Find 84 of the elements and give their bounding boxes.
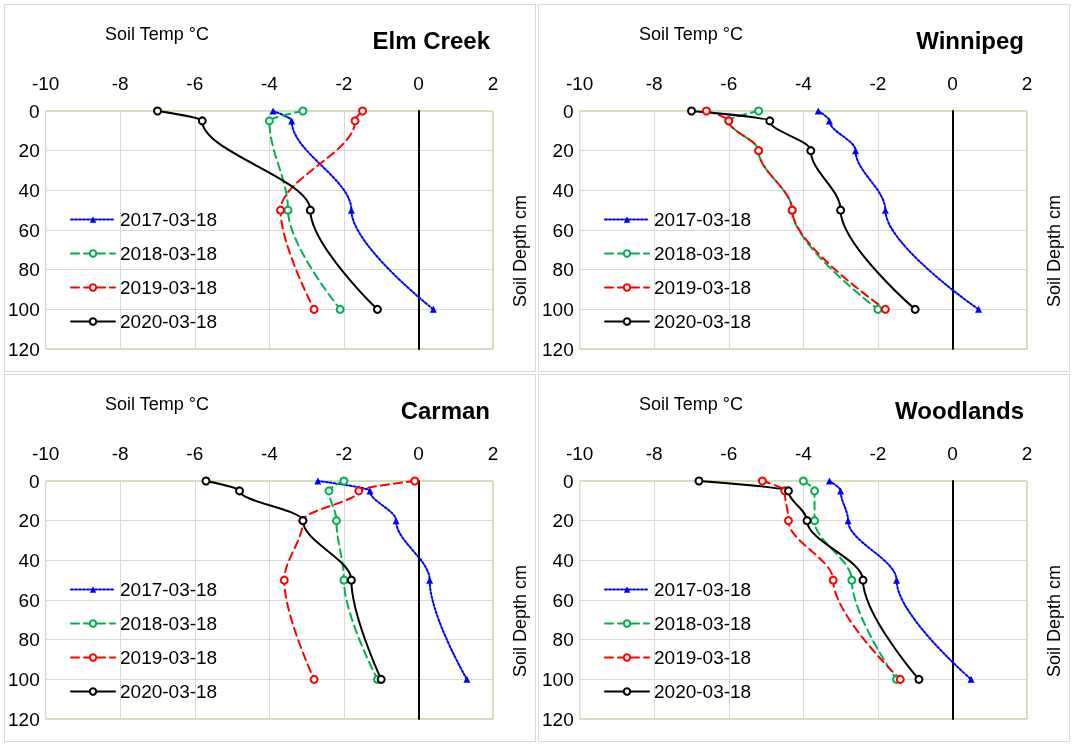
y-tick-label: 40 — [552, 179, 574, 201]
x-axis-title: Soil Temp °C — [639, 394, 743, 414]
x-tick-label: -8 — [111, 73, 129, 94]
legend-label: 2018-03-18 — [120, 613, 218, 634]
y-tick-label: 20 — [552, 510, 574, 532]
legend-label: 2019-03-18 — [654, 647, 752, 668]
y-tick-label: 80 — [18, 259, 40, 281]
y-tick-label: 120 — [8, 708, 40, 730]
y-tick-label: 100 — [8, 668, 40, 690]
y-tick-label: 60 — [18, 589, 40, 611]
x-tick-label: 2 — [1021, 73, 1033, 94]
x-axis-title: Soil Temp °C — [639, 24, 743, 44]
x-tick-label: -8 — [645, 73, 663, 94]
y-axis-title: Soil Depth cm — [1044, 565, 1064, 678]
legend-label: 2018-03-18 — [654, 613, 752, 634]
x-tick-label: -2 — [869, 443, 887, 464]
x-axis-title: Soil Temp °C — [105, 24, 209, 44]
legend-label: 2017-03-18 — [654, 579, 752, 600]
x-tick-label: -2 — [335, 73, 353, 94]
x-tick-label: -10 — [31, 443, 60, 464]
chart-title: Winnipeg — [916, 26, 1024, 54]
y-axis-title: Soil Depth cm — [510, 195, 530, 308]
chart-title: Elm Creek — [372, 26, 491, 54]
y-tick-label: 60 — [18, 219, 40, 241]
y-tick-label: 40 — [18, 179, 40, 201]
x-tick-label: -6 — [186, 73, 204, 94]
y-tick-label: 0 — [29, 100, 40, 122]
x-tick-label: 2 — [487, 73, 499, 94]
y-tick-label: 20 — [18, 140, 40, 162]
x-tick-label: 0 — [413, 73, 424, 94]
y-tick-label: 120 — [542, 338, 574, 360]
legend-label: 2017-03-18 — [120, 209, 218, 230]
legend-label: 2020-03-18 — [120, 681, 218, 702]
x-tick-label: 2 — [1021, 443, 1033, 464]
x-tick-label: -4 — [260, 443, 279, 464]
x-tick-label: 0 — [413, 443, 424, 464]
x-tick-label: -4 — [794, 443, 813, 464]
x-tick-label: -6 — [186, 443, 204, 464]
y-tick-label: 20 — [552, 140, 574, 162]
y-tick-label: 60 — [552, 219, 574, 241]
y-axis-title: Soil Depth cm — [510, 565, 530, 678]
y-tick-label: 0 — [563, 100, 574, 122]
y-tick-label: 80 — [552, 629, 574, 651]
y-tick-label: 120 — [8, 338, 40, 360]
y-tick-label: 0 — [29, 470, 40, 492]
x-tick-label: 2 — [487, 443, 499, 464]
y-tick-label: 40 — [552, 549, 574, 571]
y-tick-label: 100 — [542, 298, 574, 320]
legend-label: 2019-03-18 — [654, 277, 752, 298]
legend-label: 2020-03-18 — [654, 681, 752, 702]
x-tick-label: -8 — [111, 443, 129, 464]
y-tick-label: 0 — [563, 470, 574, 492]
y-tick-label: 100 — [542, 668, 574, 690]
y-axis-title: Soil Depth cm — [1044, 195, 1064, 308]
chart-title: Woodlands — [895, 396, 1025, 424]
x-tick-label: -6 — [720, 443, 738, 464]
x-tick-label: 0 — [947, 73, 958, 94]
legend-label: 2018-03-18 — [120, 243, 218, 264]
x-tick-label: -2 — [335, 443, 353, 464]
x-tick-label: 0 — [947, 443, 958, 464]
y-tick-label: 120 — [542, 708, 574, 730]
x-tick-label: -10 — [31, 73, 60, 94]
x-tick-label: -2 — [869, 73, 887, 94]
x-tick-label: -4 — [794, 73, 813, 94]
y-tick-label: 100 — [8, 298, 40, 320]
y-tick-label: 80 — [552, 259, 574, 281]
y-tick-label: 20 — [18, 510, 40, 532]
legend-label: 2020-03-18 — [120, 311, 218, 332]
x-tick-label: -10 — [565, 443, 594, 464]
chart-title: Carman — [400, 396, 491, 424]
legend-label: 2018-03-18 — [654, 243, 752, 264]
x-tick-label: -4 — [260, 73, 279, 94]
x-tick-label: -8 — [645, 443, 663, 464]
legend-label: 2020-03-18 — [654, 311, 752, 332]
y-tick-label: 60 — [552, 589, 574, 611]
x-tick-label: -6 — [720, 73, 738, 94]
x-tick-label: -10 — [565, 73, 594, 94]
legend-label: 2017-03-18 — [654, 209, 752, 230]
legend-label: 2017-03-18 — [120, 579, 218, 600]
y-tick-label: 40 — [18, 549, 40, 571]
x-axis-title: Soil Temp °C — [105, 394, 209, 414]
y-tick-label: 80 — [18, 629, 40, 651]
legend-label: 2019-03-18 — [120, 277, 218, 298]
legend-label: 2019-03-18 — [120, 647, 218, 668]
